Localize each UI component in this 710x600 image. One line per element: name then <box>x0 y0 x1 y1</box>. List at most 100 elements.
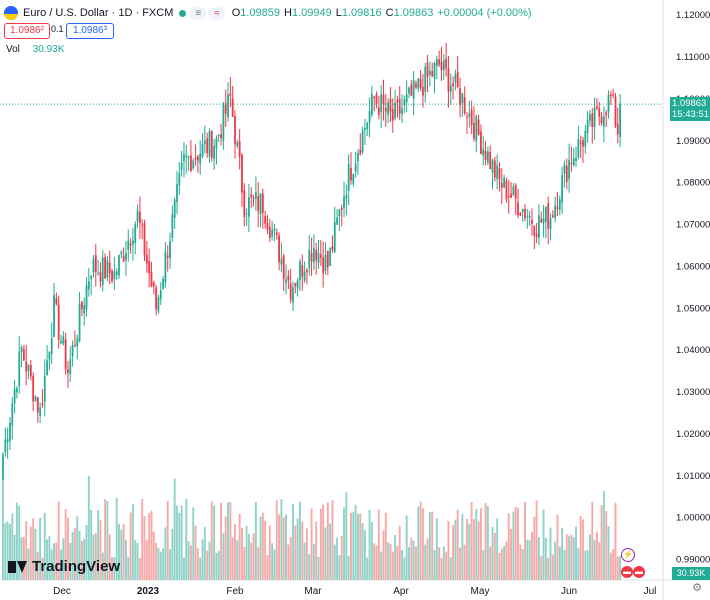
candle-body <box>575 157 577 162</box>
buy-button[interactable]: 1.0986³ <box>66 23 114 39</box>
volume-bar <box>528 540 531 580</box>
candle-body <box>115 271 118 276</box>
candle-body <box>570 162 573 164</box>
dividend-event-icon[interactable]: ⚡ <box>621 548 635 562</box>
candle-body <box>22 349 25 361</box>
symbol-title[interactable]: Euro / U.S. Dollar · 1D · FXCM <box>23 7 174 19</box>
volume-bar <box>173 478 176 580</box>
candle-body <box>289 283 292 300</box>
candle-body <box>266 223 269 230</box>
volume-bar <box>229 502 232 580</box>
volume-bar <box>600 505 603 580</box>
volume-bar <box>368 509 371 580</box>
candle-body <box>380 94 383 113</box>
candle-body <box>127 240 130 250</box>
sell-button[interactable]: 1.0986² <box>4 23 50 39</box>
volume-bar <box>34 528 37 580</box>
volume-bar <box>157 547 160 580</box>
us-event-flag-icon-2[interactable]: ▬ <box>633 566 645 578</box>
candle-body <box>217 135 220 137</box>
candle-body <box>584 131 587 147</box>
candle-body <box>94 255 97 272</box>
candle-body <box>398 98 401 114</box>
volume-bar <box>363 530 366 580</box>
candle-body <box>248 197 250 217</box>
open-value: 1.09859 <box>240 7 281 19</box>
mode-a-badge[interactable]: ≡ <box>190 6 207 20</box>
candle-body <box>134 224 137 243</box>
volume-bar <box>366 557 369 580</box>
candle-body <box>169 241 171 259</box>
volume-bar <box>234 523 236 580</box>
volume-bar <box>575 526 577 580</box>
volume-bar <box>60 549 62 580</box>
candle-body <box>53 294 55 337</box>
x-tick-label: Mar <box>304 586 322 597</box>
tradingview-logo[interactable]: TradingView <box>8 558 120 575</box>
volume-bar <box>391 551 394 580</box>
volume-bar <box>280 499 283 580</box>
volume-bar <box>90 510 93 580</box>
candle-body <box>39 407 42 416</box>
volume-bar <box>252 533 255 580</box>
candle-body <box>347 164 350 191</box>
candle-body <box>607 94 610 113</box>
volume-bar <box>475 509 478 580</box>
candle-body <box>60 340 62 344</box>
volume-bar <box>78 530 81 580</box>
candle-body <box>27 364 30 372</box>
us-event-flag-icon[interactable]: ▬ <box>621 566 633 578</box>
volume-bar <box>241 527 243 580</box>
x-tick-label: Jun <box>561 586 577 597</box>
candle-body <box>25 361 28 372</box>
volume-bar <box>36 552 39 580</box>
candle-body <box>87 281 90 290</box>
candle-body <box>222 104 225 142</box>
volume-bar <box>542 509 545 580</box>
volume-bar <box>440 557 443 580</box>
candle-body <box>173 199 176 219</box>
candle-body <box>252 197 255 199</box>
volume-bar <box>549 527 552 580</box>
candle-body <box>549 218 552 230</box>
mode-b-badge[interactable]: ≈ <box>209 6 225 20</box>
volume-label: Vol <box>6 44 20 55</box>
candle-body <box>55 298 58 305</box>
candle-body <box>80 301 83 310</box>
volume-bar <box>514 506 517 580</box>
volume-bar <box>264 520 267 580</box>
volume-bar <box>609 552 612 580</box>
volume-bar <box>505 541 508 580</box>
volume-bar <box>129 512 132 580</box>
market-status-icon[interactable] <box>179 9 187 17</box>
volume-bar <box>317 556 320 580</box>
volume-bar <box>377 509 380 580</box>
volume-bar <box>403 557 406 580</box>
candle-body <box>538 215 540 238</box>
candle-body <box>338 209 341 217</box>
volume-bar <box>9 523 11 580</box>
settings-gear-icon[interactable]: ⚙ <box>692 582 702 594</box>
candle-body <box>333 221 336 252</box>
volume-bar <box>224 516 227 580</box>
candle-body <box>254 192 257 199</box>
volume-bar <box>41 557 44 580</box>
candle-body <box>602 116 605 127</box>
volume-bar <box>389 543 392 580</box>
volume-bar <box>517 507 519 580</box>
volume-bar <box>11 513 14 580</box>
volume-bar <box>171 529 174 580</box>
volume-bar <box>238 513 241 580</box>
y-tick-label: 1.04000 <box>676 345 710 356</box>
volume-bar <box>64 508 67 580</box>
candle-body <box>456 71 459 88</box>
volume-bar <box>289 536 292 580</box>
candle-body <box>535 234 538 237</box>
candle-body <box>375 93 378 104</box>
volume-bar <box>159 551 162 580</box>
x-tick-label: May <box>471 586 490 597</box>
candle-body <box>579 142 582 144</box>
volume-bar <box>493 532 496 580</box>
candle-body <box>280 259 283 265</box>
